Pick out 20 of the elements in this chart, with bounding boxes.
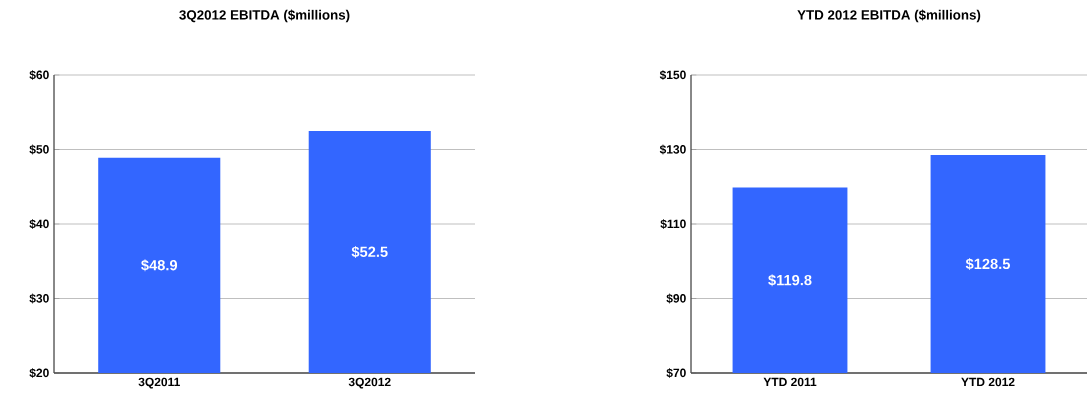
data-label: $48.9 [141,259,178,272]
data-label: $119.8 [768,274,812,287]
y-tick-label: $90 [666,293,686,304]
x-tick-label: YTD 2012 [961,377,1015,387]
y-tick-label: $20 [29,368,49,378]
y-tick-label: $40 [29,219,49,229]
x-tick-label: 3Q2011 [138,377,180,389]
y-tick-label: $60 [29,70,49,80]
y-tick-label: $130 [659,144,686,155]
data-label: $52.5 [351,245,388,258]
y-tick-label: $150 [659,70,686,80]
data-label: $128.5 [965,258,1011,271]
y-tick-label: $30 [29,293,49,304]
y-tick-label: $110 [660,219,686,229]
chart-title: 3Q2012 EBITDA ($millions) [179,9,350,23]
x-tick-label: 3Q2012 [348,377,391,389]
x-tick-label: YTD 2011 [763,377,817,387]
chart-title: YTD 2012 EBITDA ($millions) [797,9,981,23]
y-tick-label: $50 [29,144,49,155]
y-tick-label: $70 [666,368,686,378]
